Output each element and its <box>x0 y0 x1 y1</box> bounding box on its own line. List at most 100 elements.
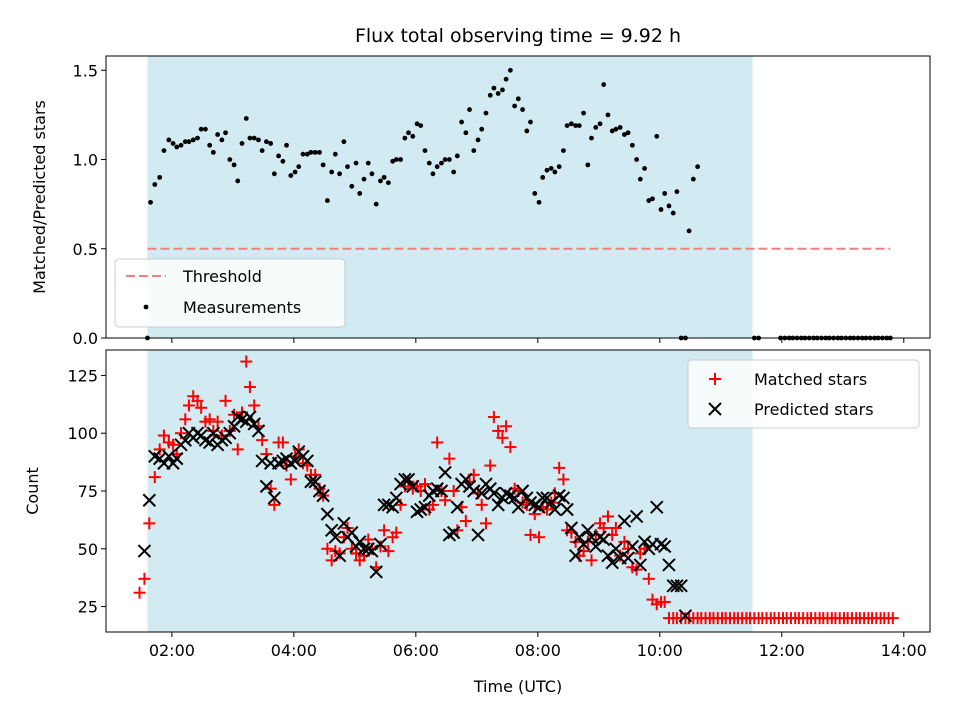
measurement-point <box>434 164 440 170</box>
measurement-point <box>459 119 464 125</box>
matched-star-point <box>439 494 452 507</box>
predicted-star-point <box>491 498 505 512</box>
matched-star-point <box>500 420 513 433</box>
predicted-star-point <box>471 528 485 542</box>
legend-threshold-label: Threshold <box>182 267 262 286</box>
measurement-point <box>467 107 472 112</box>
predicted-star-point <box>406 479 420 494</box>
matched-star-point <box>153 443 166 456</box>
legend-matched-label: Matched stars <box>754 370 867 389</box>
predicted-star-point <box>255 454 269 468</box>
predicted-star-point <box>459 472 473 487</box>
measurement-point <box>552 169 558 175</box>
measurement-point <box>646 198 652 203</box>
measurement-point <box>451 169 457 175</box>
predicted-star-point <box>385 500 400 514</box>
predicted-star-point <box>243 410 257 424</box>
matched-star-point <box>496 431 509 444</box>
measurement-point <box>564 123 570 129</box>
predicted-star-point <box>251 424 266 438</box>
predicted-star-point <box>503 488 518 503</box>
measurement-point <box>210 149 216 155</box>
matched-star-point <box>276 436 289 449</box>
measurement-point <box>573 123 579 129</box>
measurement-point <box>520 107 525 112</box>
predicted-star-point <box>446 525 461 540</box>
chart-title: Flux total observing time = 9.92 h <box>355 25 681 47</box>
measurement-point <box>406 130 411 136</box>
predicted-star-point <box>637 535 652 549</box>
measurement-point <box>174 144 180 150</box>
y-tick-label: 50 <box>78 540 98 559</box>
measurement-point <box>690 176 696 182</box>
measurement-point <box>157 174 163 180</box>
measurement-point <box>495 91 501 96</box>
measurement-point <box>369 171 375 177</box>
predicted-star-point <box>328 530 343 544</box>
measurement-point <box>207 142 213 148</box>
predicted-star-point <box>499 486 513 501</box>
measurement-point <box>251 135 257 141</box>
measurement-point <box>304 151 310 157</box>
measurement-point <box>605 112 611 118</box>
y-tick-label: 1.0 <box>73 151 98 170</box>
predicted-star-point <box>487 486 501 501</box>
predicted-star-point <box>678 609 693 623</box>
measurement-point <box>426 160 432 166</box>
measurement-point <box>622 132 627 137</box>
measurement-point <box>361 176 367 182</box>
measurement-point <box>317 149 322 155</box>
predicted-star-point <box>353 535 367 549</box>
predicted-star-point <box>235 412 249 427</box>
predicted-star-point <box>288 454 302 468</box>
measurement-point <box>332 151 338 157</box>
measurement-point <box>235 178 241 184</box>
measurement-point <box>601 82 607 87</box>
matched-star-point <box>148 471 161 484</box>
measurement-point <box>613 126 619 132</box>
measurement-point <box>507 67 513 73</box>
matched-star-point <box>138 572 151 585</box>
measurement-point <box>609 128 615 134</box>
predicted-star-point <box>625 539 640 554</box>
predicted-star-point <box>609 542 623 556</box>
measurement-point <box>203 126 208 132</box>
measurement-point <box>503 76 509 82</box>
predicted-star-point <box>568 549 583 563</box>
predicted-star-point <box>284 456 298 470</box>
matched-star-point <box>524 528 537 541</box>
measurement-point <box>418 123 424 129</box>
measurement-point <box>223 130 228 136</box>
predicted-star-point <box>515 484 530 498</box>
predicted-star-point <box>617 514 632 528</box>
predicted-star-point <box>247 417 261 431</box>
matched-star-point <box>642 572 655 585</box>
bottom-legend-box <box>687 359 920 429</box>
y-tick-label: 0.0 <box>73 329 98 348</box>
measurement-point <box>442 157 448 162</box>
measurement-point <box>268 141 274 146</box>
measurement-point <box>483 110 489 116</box>
measurement-point <box>182 139 188 145</box>
measurement-point <box>637 176 643 182</box>
predicted-star-point <box>560 502 574 517</box>
x-tick-label: 06:00 <box>393 641 439 660</box>
matched-star-point <box>182 399 195 412</box>
measurement-point <box>515 96 521 102</box>
measurement-point <box>548 166 554 171</box>
predicted-star-point <box>650 500 664 514</box>
measurement-point <box>341 139 347 145</box>
measurement-point <box>439 160 444 166</box>
y-tick-label: 100 <box>67 424 98 443</box>
measurement-point <box>381 174 387 180</box>
predicted-star-point <box>267 491 282 505</box>
legend-predicted-label: Predicted stars <box>754 400 874 419</box>
measurement-point <box>491 85 497 91</box>
predicted-star-point <box>137 544 152 558</box>
bottom-x-ticks: 02:00 04:00 06:00 08:00 10:00 12:00 14:00 <box>149 632 927 660</box>
measurement-point <box>353 160 359 166</box>
predicted-star-point <box>621 551 635 565</box>
measurement-point <box>312 149 318 155</box>
x-tick-label: 04:00 <box>271 641 317 660</box>
